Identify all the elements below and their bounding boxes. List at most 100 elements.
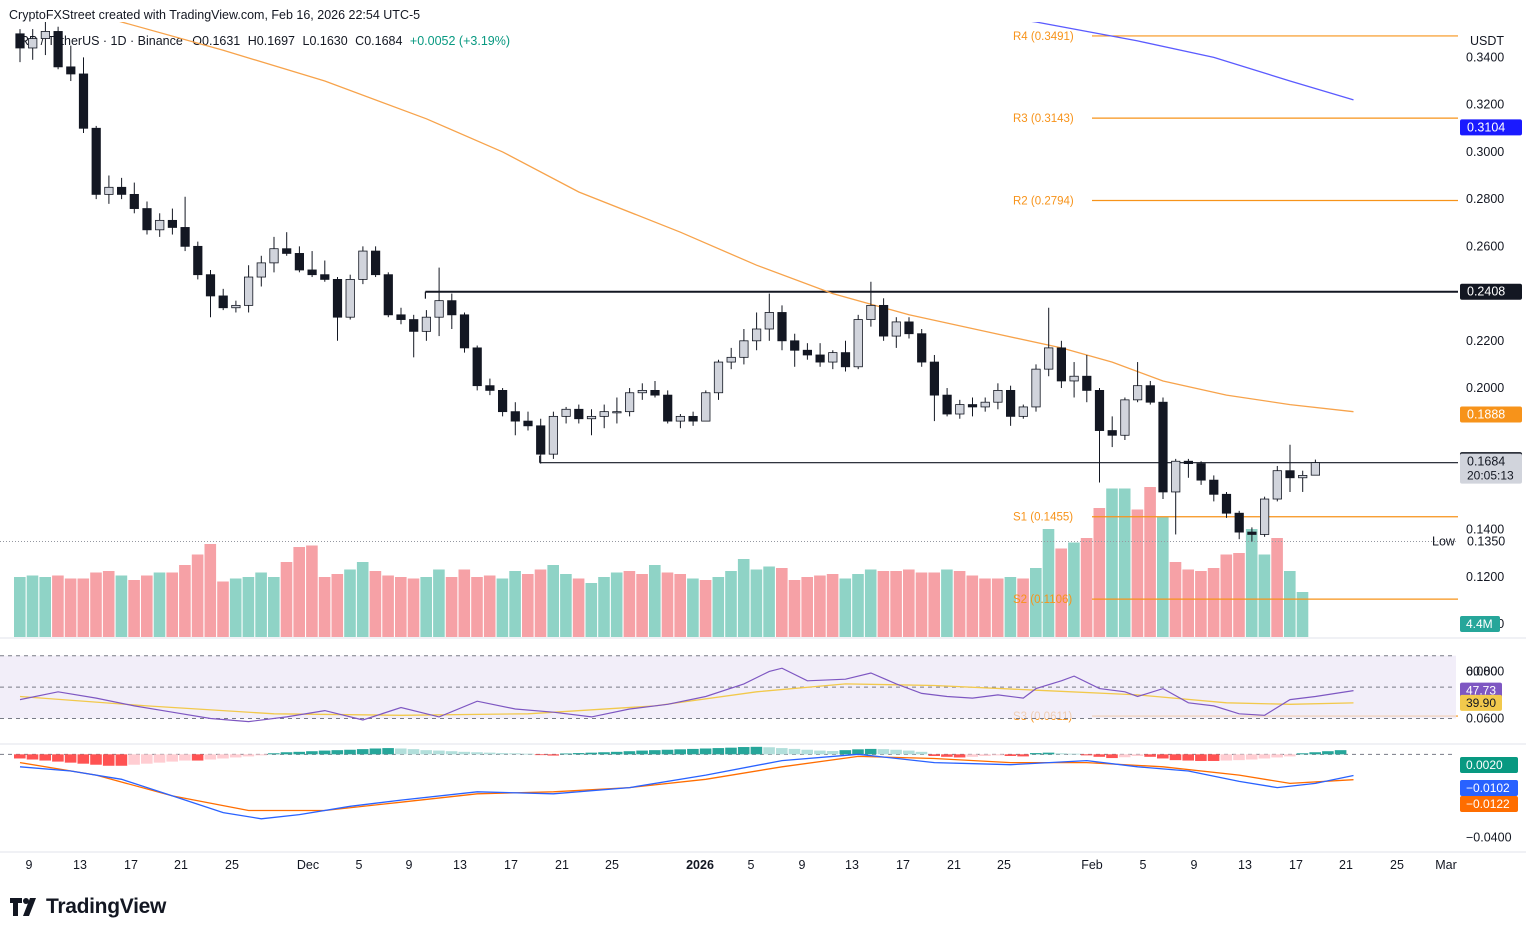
volume-bar (610, 572, 623, 637)
volume-bar (77, 578, 90, 637)
candle-body-bull (358, 250, 368, 280)
candle-body-bear (1006, 389, 1016, 417)
volume-bar (331, 574, 344, 637)
volume-bar (623, 571, 636, 637)
candle-body-bull (713, 361, 724, 394)
candle-body-bear (129, 193, 139, 209)
rsi-badge-bg (1460, 682, 1502, 699)
candle-body-bull (866, 304, 876, 320)
macd-histogram-bar (1284, 754, 1296, 757)
price-tick-label: 0.0600 (1466, 712, 1504, 726)
volume-bar (153, 572, 166, 637)
macd-histogram-bar (801, 749, 813, 755)
macd-histogram-bar (268, 753, 280, 755)
macd-histogram-bar (522, 753, 534, 755)
candle-body-bear (840, 352, 851, 368)
low-label: Low (1432, 535, 1456, 549)
candle-body-bear (1247, 531, 1257, 535)
macd-histogram-bar (979, 754, 991, 756)
candle-body-bear (879, 304, 889, 337)
currency-label[interactable]: USDT (1470, 34, 1505, 48)
candle-body-bear (650, 389, 660, 396)
volume-bar (699, 580, 712, 637)
candle-body-bear (536, 425, 546, 455)
candle-body-bull (269, 248, 279, 264)
volume-bar (1068, 542, 1080, 637)
candle-body-bear (193, 245, 203, 276)
macd-histogram-bar (1182, 754, 1194, 761)
volume-bar (598, 577, 610, 637)
candle-body-bear (485, 385, 495, 391)
candle-body-bull (739, 340, 749, 358)
macd-histogram-bar (255, 754, 267, 756)
macd-histogram-bar (483, 752, 496, 755)
macd-histogram-bar (864, 748, 877, 755)
volume-bar (483, 575, 496, 637)
price-badge-bg (1460, 533, 1522, 550)
macd-histogram-bar (64, 754, 77, 763)
macd-histogram-bar (852, 749, 864, 755)
macd-histogram-bar (560, 753, 572, 755)
candle-body-bear (1094, 389, 1105, 431)
macd-histogram-bar (14, 754, 26, 759)
volume-bar (458, 569, 471, 637)
volume-bar (433, 569, 445, 637)
volume-bar (420, 577, 432, 637)
volume-bar (839, 578, 852, 637)
volume-bar (52, 575, 64, 637)
volume-bar (191, 554, 204, 637)
candle-body-bull (28, 38, 38, 49)
price-badge-bg (1460, 283, 1522, 300)
macd-histogram-bar (1245, 754, 1258, 760)
macd-histogram-bar (1334, 750, 1347, 755)
macd-histogram-bar (407, 749, 420, 755)
macd-histogram-bar (39, 754, 51, 761)
candle-body-bear (904, 321, 914, 335)
macd-histogram-bar (763, 747, 775, 755)
macd-histogram-bar (1322, 751, 1334, 755)
ema50-line (119, 22, 1354, 413)
candle-body-bull (434, 300, 444, 318)
macd-histogram-bar (953, 754, 966, 758)
candle-body-bear (396, 314, 406, 320)
volume-bar (953, 571, 966, 637)
volume-bar (255, 572, 267, 637)
price-tick-label: 0.3400 (1466, 50, 1504, 64)
candle-body-bear (117, 186, 127, 195)
volume-bar (306, 545, 318, 637)
macd-histogram-bar (306, 751, 318, 755)
volume-bar (115, 575, 128, 637)
volume-bar (1296, 592, 1309, 637)
rsi-ma-line (19, 683, 1354, 716)
macd-histogram-bar (420, 750, 432, 755)
candle-body-bear (205, 274, 216, 297)
tradingview-logo-icon (10, 898, 36, 916)
price-tick-label: 0.2200 (1466, 334, 1504, 348)
candle-body-bear (1209, 479, 1219, 495)
tradingview-logo[interactable]: TradingView (10, 895, 166, 919)
candle-body-bull (1272, 470, 1282, 500)
macd-histogram-bar (1309, 752, 1321, 755)
volume-bar (166, 572, 178, 637)
x-axis-label: Feb (1081, 858, 1103, 872)
macd-histogram-bar (52, 754, 64, 762)
x-axis-label: 13 (1238, 858, 1252, 872)
macd-histogram-bar (458, 751, 471, 755)
x-axis-label: 13 (73, 858, 87, 872)
macd-histogram-bar (649, 750, 661, 755)
volume-bar (496, 578, 509, 637)
low-value: 0.1630 (309, 34, 348, 48)
candle-body-bull (752, 328, 762, 342)
candle-body-bear (320, 274, 330, 280)
volume-bar (801, 577, 813, 637)
x-axis-label: 21 (947, 858, 961, 872)
x-axis-label: 21 (174, 858, 188, 872)
volume-bar (395, 577, 407, 637)
candle-body-bull (726, 356, 736, 363)
candle-body-bear (66, 66, 76, 75)
high-label: H (247, 34, 257, 48)
x-axis-label: 13 (845, 858, 859, 872)
volume-bar (941, 569, 953, 637)
candle-body-bull (764, 312, 774, 330)
